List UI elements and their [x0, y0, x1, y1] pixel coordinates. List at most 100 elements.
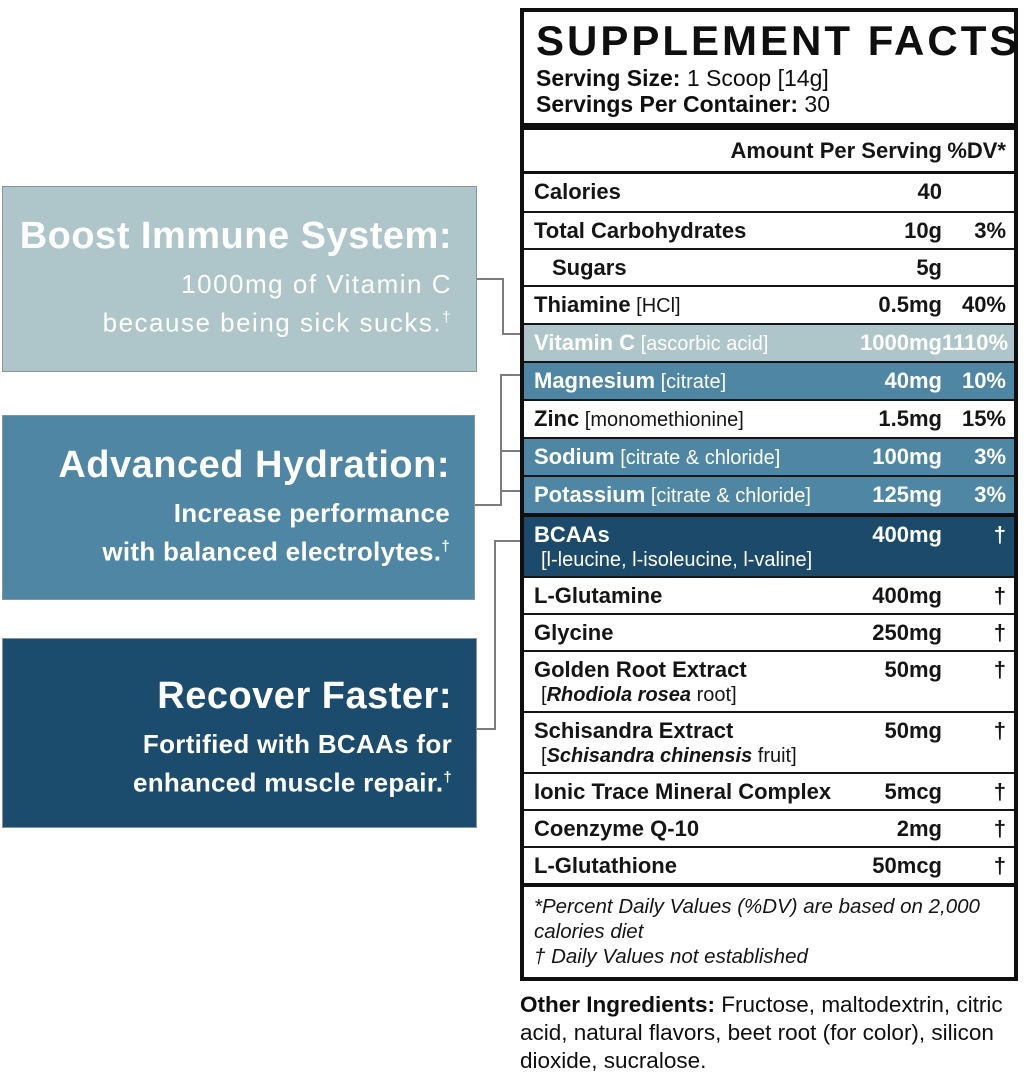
connector-line	[477, 728, 496, 730]
table-row: Calories 40	[524, 174, 1014, 211]
nutrient-name-cell: Ionic Trace Mineral Complex	[534, 779, 847, 805]
callout-subtext: 1000mg of Vitamin C because being sick s…	[102, 269, 452, 338]
supplement-facts-panel: SUPPLEMENT FACTS Serving Size: 1 Scoop […	[520, 8, 1018, 981]
connector-line	[500, 374, 520, 376]
dv-value: †	[993, 779, 1006, 804]
nutrient-name-cell: BCAAs [l-leucine, l-isoleucine, l-valine]	[534, 522, 847, 572]
nutrient-rows: Calories 40 Total Carbohydrates 10g 3% Sugars…	[524, 174, 1014, 883]
amount-value: 50mcg	[872, 853, 942, 878]
dv-value: 15%	[961, 406, 1006, 431]
connector-line	[502, 333, 520, 335]
nutrient-sub-line: [Rhodiola rosea root]	[541, 684, 737, 706]
dagger-symbol: †	[442, 309, 452, 326]
serving-size-line: Serving Size: 1 Scoop [14g]	[536, 65, 829, 91]
connector-line	[500, 490, 520, 492]
nutrient-name-cell: Sugars	[534, 255, 847, 281]
nutrient-form-detail: [citrate & chloride]	[614, 447, 781, 469]
dv-value: 40%	[961, 292, 1006, 317]
nutrient-name-cell: Thiamine [HCl]	[534, 292, 847, 319]
nutrient-name: BCAAs	[534, 522, 610, 547]
table-row: L-Glutathione 50mcg †	[524, 846, 1014, 883]
other-ingredients: Other Ingredients: Fructose, maltodextri…	[520, 991, 1018, 1075]
amount-value: 5g	[916, 255, 942, 280]
header-divider-bar	[524, 123, 1014, 130]
nutrient-name: Magnesium	[534, 368, 656, 393]
dagger-symbol: †	[443, 769, 452, 786]
amount-value: 50mg	[884, 657, 942, 682]
table-row: Schisandra Extract [Schisandra chinensis …	[524, 711, 1014, 772]
column-header-row: Amount Per Serving %DV*	[524, 130, 1014, 174]
nutrient-name-cell: L-Glutathione	[534, 853, 847, 879]
nutrient-name: Golden Root Extract	[534, 657, 747, 682]
nutrient-name-cell: Vitamin C [ascorbic acid]	[534, 330, 847, 357]
dv-value: 3%	[974, 482, 1006, 507]
table-row: Ionic Trace Mineral Complex 5mcg †	[524, 772, 1014, 809]
nutrient-name: Schisandra Extract	[534, 718, 734, 743]
callout-boost-immune-system: Boost Immune System: 1000mg of Vitamin C…	[2, 186, 477, 372]
table-row: Glycine 250mg †	[524, 613, 1014, 650]
connector-line	[477, 278, 504, 280]
dv-value: †	[993, 816, 1006, 841]
nutrient-form-detail: [ascorbic acid]	[635, 333, 769, 355]
nutrient-name: Total Carbohydrates	[534, 218, 747, 243]
dv-value: 3%	[974, 444, 1006, 469]
amount-value: 5mcg	[884, 779, 942, 804]
amount-value: 2mg	[896, 816, 942, 841]
amount-value: 400mg	[872, 522, 942, 547]
connector-line	[500, 374, 502, 506]
table-row: Zinc [monomethionine] 1.5mg 15%	[524, 399, 1014, 437]
amount-value: 1000mg	[860, 330, 942, 355]
dv-value: 1110%	[942, 330, 1009, 355]
nutrient-name: Calories	[534, 179, 621, 204]
nutrient-form-detail: [monomethionine]	[579, 409, 744, 431]
amount-value: 125mg	[872, 482, 942, 507]
table-row: BCAAs [l-leucine, l-isoleucine, l-valine]…	[524, 513, 1014, 576]
dv-value: †	[993, 583, 1006, 608]
dv-value: †	[993, 620, 1006, 645]
table-row: Total Carbohydrates 10g 3%	[524, 211, 1014, 248]
callout-subtext: Increase performance with balanced elect…	[102, 498, 450, 567]
connector-line	[475, 504, 502, 506]
nutrient-name-cell: Total Carbohydrates	[534, 218, 847, 244]
dagger-symbol: †	[441, 538, 450, 555]
nutrient-name-cell: Sodium [citrate & chloride]	[534, 444, 847, 471]
dv-column-header: %DV*	[947, 138, 1006, 163]
nutrient-form-detail: [HCl]	[630, 295, 681, 317]
nutrient-name-cell: Glycine	[534, 620, 847, 646]
connector-line	[502, 278, 504, 335]
callout-title: Advanced Hydration:	[58, 444, 450, 486]
table-row: Thiamine [HCl] 0.5mg 40%	[524, 285, 1014, 323]
nutrient-name: Zinc	[534, 406, 580, 431]
nutrient-sub-line: [l-leucine, l-isoleucine, l-valine]	[541, 549, 813, 571]
amount-value: 10g	[904, 218, 942, 243]
nutrient-name: Vitamin C	[534, 330, 636, 355]
connector-line	[500, 450, 520, 452]
servings-per-container-line: Servings Per Container: 30	[536, 91, 831, 117]
nutrient-name: Sodium	[534, 444, 615, 469]
table-row: Golden Root Extract [Rhodiola rosea root]…	[524, 650, 1014, 711]
nutrient-name: Ionic Trace Mineral Complex	[534, 779, 832, 804]
nutrient-name-cell: Magnesium [citrate]	[534, 368, 847, 395]
table-row: Potassium [citrate & chloride] 125mg 3%	[524, 475, 1014, 513]
nutrient-name: Coenzyme Q-10	[534, 816, 700, 841]
table-row: Sodium [citrate & chloride] 100mg 3%	[524, 437, 1014, 475]
dv-value: †	[993, 853, 1006, 878]
nutrient-form-detail: [citrate]	[655, 371, 727, 393]
panel-header: SUPPLEMENT FACTS Serving Size: 1 Scoop […	[524, 12, 1017, 123]
callout-advanced-hydration: Advanced Hydration: Increase performance…	[2, 415, 475, 600]
amount-value: 40	[917, 179, 942, 204]
callout-title: Boost Immune System:	[19, 215, 452, 257]
table-row: Vitamin C [ascorbic acid] 1000mg 1110%	[524, 323, 1014, 361]
nutrient-name-cell: Coenzyme Q-10	[534, 816, 847, 842]
right-column: SUPPLEMENT FACTS Serving Size: 1 Scoop […	[520, 8, 1018, 1075]
amount-column-header: Amount Per Serving	[730, 138, 942, 163]
nutrient-name-cell: Schisandra Extract [Schisandra chinensis …	[534, 718, 847, 768]
amount-value: 1.5mg	[878, 406, 942, 431]
nutrient-name-cell: Calories	[534, 179, 847, 205]
footnote-box: *Percent Daily Values (%DV) are based on…	[524, 883, 1014, 977]
nutrient-name: L-Glutamine	[534, 583, 663, 608]
amount-value: 250mg	[872, 620, 942, 645]
other-ingredients-label: Other Ingredients:	[520, 992, 716, 1017]
dv-value: †	[993, 522, 1006, 547]
nutrient-name: Potassium	[534, 482, 646, 507]
